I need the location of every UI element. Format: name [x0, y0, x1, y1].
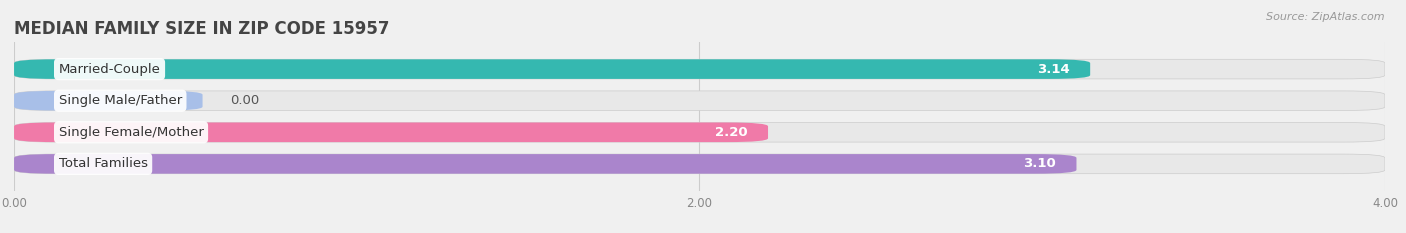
- FancyBboxPatch shape: [14, 123, 768, 142]
- Text: Single Male/Father: Single Male/Father: [59, 94, 181, 107]
- Text: 2.20: 2.20: [714, 126, 748, 139]
- FancyBboxPatch shape: [14, 59, 1385, 79]
- Text: Married-Couple: Married-Couple: [59, 63, 160, 76]
- FancyBboxPatch shape: [14, 123, 1385, 142]
- Text: MEDIAN FAMILY SIZE IN ZIP CODE 15957: MEDIAN FAMILY SIZE IN ZIP CODE 15957: [14, 20, 389, 38]
- FancyBboxPatch shape: [14, 91, 202, 110]
- FancyBboxPatch shape: [14, 154, 1385, 174]
- Text: 3.10: 3.10: [1024, 157, 1056, 170]
- FancyBboxPatch shape: [14, 59, 1090, 79]
- Text: Source: ZipAtlas.com: Source: ZipAtlas.com: [1267, 12, 1385, 22]
- FancyBboxPatch shape: [14, 91, 1385, 110]
- Text: Single Female/Mother: Single Female/Mother: [59, 126, 204, 139]
- Text: Total Families: Total Families: [59, 157, 148, 170]
- FancyBboxPatch shape: [14, 154, 1077, 174]
- Text: 0.00: 0.00: [231, 94, 259, 107]
- Text: 3.14: 3.14: [1036, 63, 1070, 76]
